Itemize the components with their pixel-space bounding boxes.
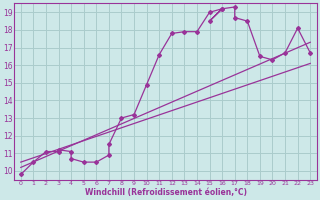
X-axis label: Windchill (Refroidissement éolien,°C): Windchill (Refroidissement éolien,°C) [84, 188, 246, 197]
